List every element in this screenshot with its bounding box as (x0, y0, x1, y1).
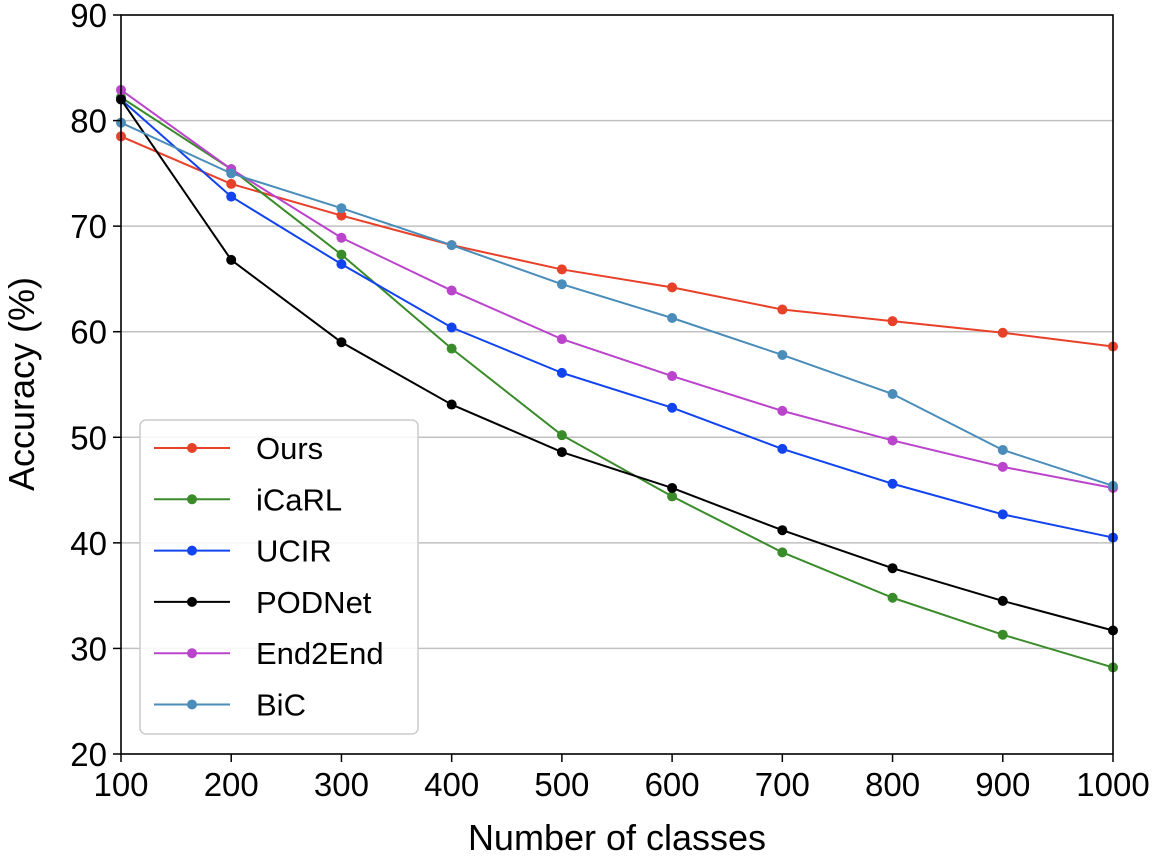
data-point-ours (667, 282, 678, 293)
x-tick-label: 800 (865, 766, 920, 803)
y-tick-label: 70 (70, 208, 107, 245)
legend-item-end2end: End2End (154, 636, 384, 671)
data-point-bic (446, 240, 457, 251)
data-point-end2end (777, 405, 788, 416)
x-tick-label: 300 (314, 766, 369, 803)
legend-item-ucir: UCIR (154, 534, 332, 569)
data-point-ours (556, 264, 567, 275)
data-point-bic (997, 444, 1008, 455)
tick-layer: 20 30 40 50 60 70 80 90 100 200 300 400 500 600 700 800… (70, 0, 1149, 803)
y-tick-label: 40 (70, 525, 107, 562)
data-point-bic (887, 389, 898, 400)
x-tick-label: 900 (975, 766, 1030, 803)
x-tick-label: 400 (424, 766, 479, 803)
series-line-end2end (120, 89, 1114, 489)
y-tick-label: 60 (70, 314, 107, 351)
data-point-ucir (336, 259, 347, 270)
data-point-icarl (336, 249, 347, 260)
y-tick-label: 20 (70, 736, 107, 773)
data-point-bic (226, 168, 237, 179)
y-tick-label: 30 (70, 630, 107, 667)
data-point-ours (997, 327, 1008, 338)
legend-marker-ours (187, 443, 197, 453)
data-point-ours (226, 178, 237, 189)
data-point-end2end (556, 334, 567, 345)
data-point-ours (887, 316, 898, 327)
x-tick-label: 600 (645, 766, 700, 803)
legend-label-ours: Ours (256, 431, 323, 466)
data-point-podnet (667, 482, 678, 493)
data-point-podnet (556, 447, 567, 458)
legend-item-bic: BiC (154, 688, 306, 723)
series-ucir (116, 94, 1118, 543)
data-point-ucir (667, 402, 678, 413)
data-point-icarl (997, 629, 1008, 640)
legend-marker-ucir (187, 545, 197, 556)
data-point-ours (777, 304, 788, 315)
y-axis-label: Accuracy (%) (1, 277, 42, 491)
data-point-ours (336, 210, 347, 221)
legend: Ours iCaRL UCIR PODNet End2End BiC (139, 419, 419, 735)
legend-marker-end2end (187, 648, 197, 659)
legend-item-podnet: PODNet (154, 585, 372, 620)
y-tick-label: 50 (70, 419, 107, 456)
x-axis-label: Number of classes (468, 817, 766, 858)
data-point-ucir (446, 322, 457, 333)
data-point-ucir (997, 509, 1008, 520)
series-ours (116, 131, 1118, 352)
y-tick-label: 80 (70, 103, 107, 140)
data-point-podnet (887, 563, 898, 574)
legend-item-ours: Ours (154, 431, 323, 466)
series-line-podnet (120, 98, 1114, 632)
series-bic (116, 117, 1118, 491)
series-icarl (116, 92, 1118, 673)
legend-label-podnet: PODNet (256, 585, 372, 620)
x-tick-label: 700 (755, 766, 810, 803)
x-tick-label: 100 (93, 766, 148, 803)
data-point-podnet (226, 254, 237, 265)
data-point-icarl (667, 491, 678, 502)
legend-marker-icarl (187, 494, 197, 505)
x-tick-label: 1000 (1076, 766, 1149, 803)
legend-label-icarl: iCaRL (256, 482, 342, 517)
series-line-ours (120, 135, 1114, 348)
data-point-end2end (446, 285, 457, 296)
data-point-icarl (556, 430, 567, 441)
data-point-podnet (997, 595, 1008, 606)
data-point-icarl (887, 592, 898, 603)
data-point-end2end (887, 435, 898, 446)
plot-frame (120, 14, 1114, 755)
x-tick-label: 200 (204, 766, 259, 803)
data-point-bic (667, 312, 678, 323)
data-point-icarl (446, 343, 457, 354)
series-line-ucir (120, 98, 1114, 539)
data-point-bic (336, 203, 347, 214)
data-point-podnet (777, 525, 788, 536)
y-tick-label: 90 (70, 0, 107, 34)
legend-marker-bic (187, 699, 197, 710)
series-layer (116, 84, 1118, 673)
data-point-ucir (556, 367, 567, 378)
series-line-bic (120, 121, 1114, 487)
legend-label-end2end: End2End (256, 636, 384, 671)
legend-label-ucir: UCIR (256, 534, 332, 569)
legend-label-bic: BiC (256, 688, 306, 723)
legend-marker-podnet (187, 596, 197, 607)
data-point-podnet (446, 399, 457, 410)
data-point-bic (777, 349, 788, 360)
data-point-ucir (887, 478, 898, 489)
x-tick-label: 500 (534, 766, 589, 803)
data-point-end2end (997, 461, 1008, 472)
data-point-podnet (336, 337, 347, 348)
data-point-ucir (226, 191, 237, 202)
data-point-end2end (336, 232, 347, 243)
data-point-ucir (777, 443, 788, 454)
legend-item-icarl: iCaRL (154, 482, 342, 517)
data-point-end2end (667, 371, 678, 382)
data-point-bic (556, 279, 567, 290)
series-line-icarl (120, 96, 1114, 669)
data-point-icarl (777, 547, 788, 558)
